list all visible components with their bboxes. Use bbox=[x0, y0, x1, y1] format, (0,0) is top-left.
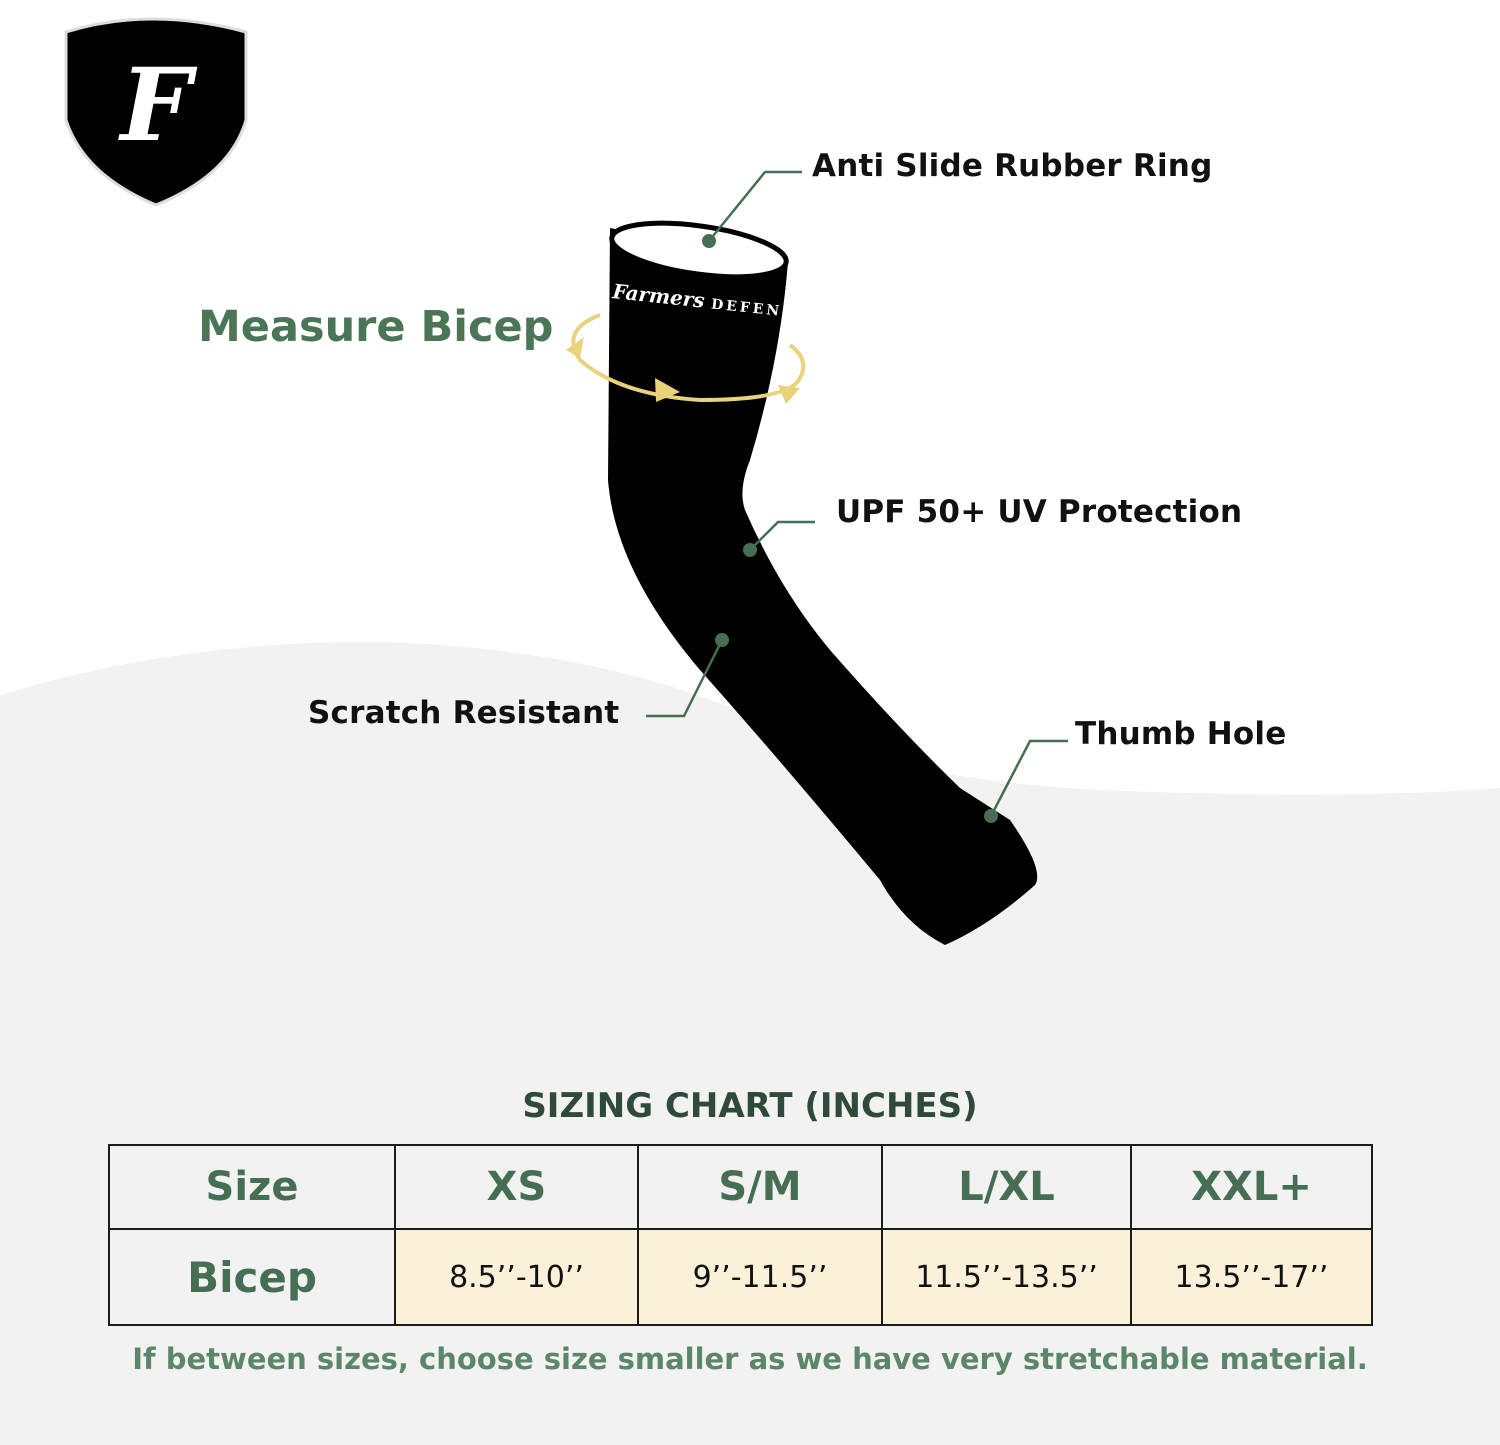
callout-upf-protection: UPF 50+ UV Protection bbox=[836, 494, 1243, 530]
callout-dots bbox=[702, 234, 998, 823]
arm-sleeve-illustration: Farmers DEFENSE bbox=[608, 220, 1038, 945]
value-cell: 13.5’’-17’’ bbox=[1130, 1228, 1373, 1326]
header-cell: XS bbox=[394, 1144, 639, 1230]
sizing-chart-title: SIZING CHART (INCHES) bbox=[522, 1086, 978, 1126]
sizing-note: If between sizes, choose size smaller as… bbox=[132, 1342, 1368, 1376]
row-label: Bicep bbox=[108, 1228, 396, 1326]
value-cell: 11.5’’-13.5’’ bbox=[881, 1228, 1132, 1326]
sizing-table: Size XS S/M L/XL XXL+ Bicep 8.5’’-10’’ 9… bbox=[108, 1144, 1373, 1326]
callout-thumb-hole: Thumb Hole bbox=[1075, 716, 1287, 752]
svg-text:F: F bbox=[118, 46, 198, 164]
table-row: Bicep 8.5’’-10’’ 9’’-11.5’’ 11.5’’-13.5’… bbox=[108, 1228, 1373, 1326]
callout-scratch-resistant: Scratch Resistant bbox=[308, 695, 620, 731]
header-cell: S/M bbox=[637, 1144, 883, 1230]
callout-anti-slide-ring: Anti Slide Rubber Ring bbox=[812, 148, 1213, 184]
callout-leaders bbox=[646, 170, 1068, 817]
header-cell: XXL+ bbox=[1130, 1144, 1373, 1230]
value-cell: 8.5’’-10’’ bbox=[394, 1228, 639, 1326]
measure-arrow-icon bbox=[566, 313, 806, 404]
measure-bicep-label: Measure Bicep bbox=[198, 302, 554, 352]
value-cell: 9’’-11.5’’ bbox=[637, 1228, 883, 1326]
header-cell: Size bbox=[108, 1144, 396, 1230]
header-cell: L/XL bbox=[881, 1144, 1132, 1230]
brand-logo-shield: F bbox=[64, 17, 248, 207]
table-header-row: Size XS S/M L/XL XXL+ bbox=[108, 1144, 1373, 1230]
